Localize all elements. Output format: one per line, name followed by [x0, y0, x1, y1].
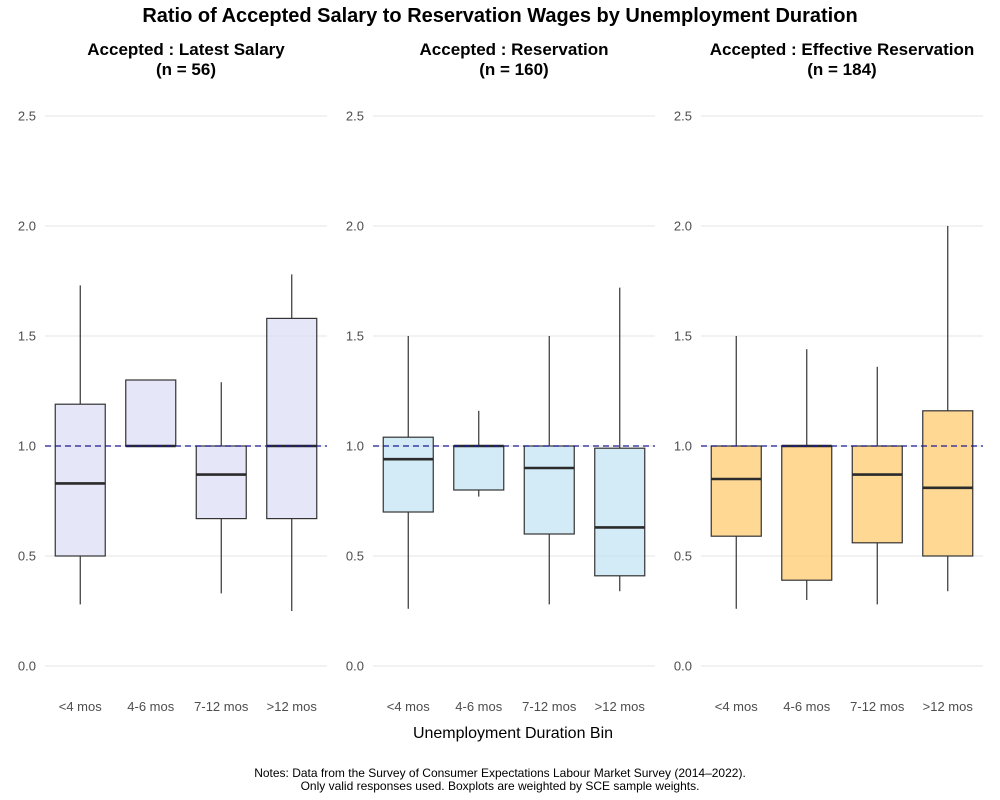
- y-tick-label: 2.5: [674, 109, 692, 124]
- box-body: [195, 445, 247, 520]
- x-tick-label: >12 mos: [595, 699, 646, 714]
- x-tick-label: <4 mos: [387, 699, 430, 714]
- y-tick-label: 2.0: [18, 219, 36, 234]
- panel-subtitle: (n = 160): [479, 60, 548, 79]
- y-tick-label: 0.0: [674, 659, 692, 674]
- box-body: [54, 403, 106, 557]
- y-tick-label: 1.5: [346, 329, 364, 344]
- box-body: [382, 436, 434, 513]
- panel-title: Accepted : Latest Salary: [87, 40, 285, 59]
- box-3: [195, 382, 247, 594]
- box-body: [125, 379, 177, 447]
- box-1: [382, 336, 434, 609]
- y-tick-label: 0.5: [674, 549, 692, 564]
- note-line-2: Only valid responses used. Boxplots are …: [301, 779, 700, 793]
- box-1: [710, 336, 762, 609]
- x-tick-label: 4-6 mos: [127, 699, 174, 714]
- y-tick-label: 2.5: [346, 109, 364, 124]
- box-2: [781, 349, 833, 600]
- y-tick-label: 2.0: [346, 219, 364, 234]
- panels: Accepted : Latest Salary(n = 56) 0.0 0.5 1.…: [18, 40, 983, 714]
- panel-title: Accepted : Effective Reservation: [710, 40, 975, 59]
- y-tick-label: 1.0: [674, 439, 692, 454]
- x-tick-label: 4-6 mos: [783, 699, 830, 714]
- box-1: [54, 285, 106, 605]
- box-3: [851, 366, 903, 605]
- x-tick-label: 7-12 mos: [522, 699, 577, 714]
- y-tick-label: 1.0: [18, 439, 36, 454]
- panel-subtitle: (n = 56): [156, 60, 216, 79]
- y-tick-label: 1.5: [674, 329, 692, 344]
- x-tick-label: <4 mos: [715, 699, 758, 714]
- box-3: [523, 336, 575, 605]
- box-2: [125, 379, 177, 448]
- box-body: [594, 447, 646, 577]
- box-body: [851, 445, 903, 544]
- y-tick-label: 0.0: [346, 659, 364, 674]
- x-tick-label: 4-6 mos: [455, 699, 502, 714]
- box-2: [453, 410, 505, 497]
- x-tick-label: <4 mos: [59, 699, 102, 714]
- y-tick-label: 1.0: [346, 439, 364, 454]
- panel-subtitle: (n = 184): [807, 60, 876, 79]
- panel-1: Accepted : Latest Salary(n = 56) 0.0 0.5 1.…: [18, 40, 327, 714]
- y-tick-label: 2.5: [18, 109, 36, 124]
- y-tick-label: 0.5: [346, 549, 364, 564]
- note-line-1: Notes: Data from the Survey of Consumer …: [254, 766, 746, 780]
- panel-title: Accepted : Reservation: [420, 40, 609, 59]
- box-body: [781, 445, 833, 581]
- box-body: [922, 410, 974, 557]
- x-tick-label: 7-12 mos: [850, 699, 905, 714]
- box-body: [453, 445, 505, 491]
- chart-title: Ratio of Accepted Salary to Reservation …: [142, 5, 857, 27]
- box-body: [266, 317, 318, 520]
- y-tick-label: 0.0: [18, 659, 36, 674]
- y-tick-label: 2.0: [674, 219, 692, 234]
- x-tick-label: 7-12 mos: [194, 699, 249, 714]
- box-body: [523, 445, 575, 535]
- box-body: [710, 445, 762, 537]
- x-tick-label: >12 mos: [267, 699, 318, 714]
- y-tick-label: 1.5: [18, 329, 36, 344]
- panel-3: Accepted : Effective Reservation(n = 184…: [674, 40, 983, 714]
- box-4: [266, 274, 318, 611]
- panel-2: Accepted : Reservation(n = 160) 0.0 0.5 1.0…: [346, 40, 655, 714]
- x-tick-label: >12 mos: [923, 699, 974, 714]
- box-4: [922, 226, 974, 592]
- y-tick-label: 0.5: [18, 549, 36, 564]
- x-axis-title: Unemployment Duration Bin: [413, 725, 613, 742]
- box-4: [594, 287, 646, 592]
